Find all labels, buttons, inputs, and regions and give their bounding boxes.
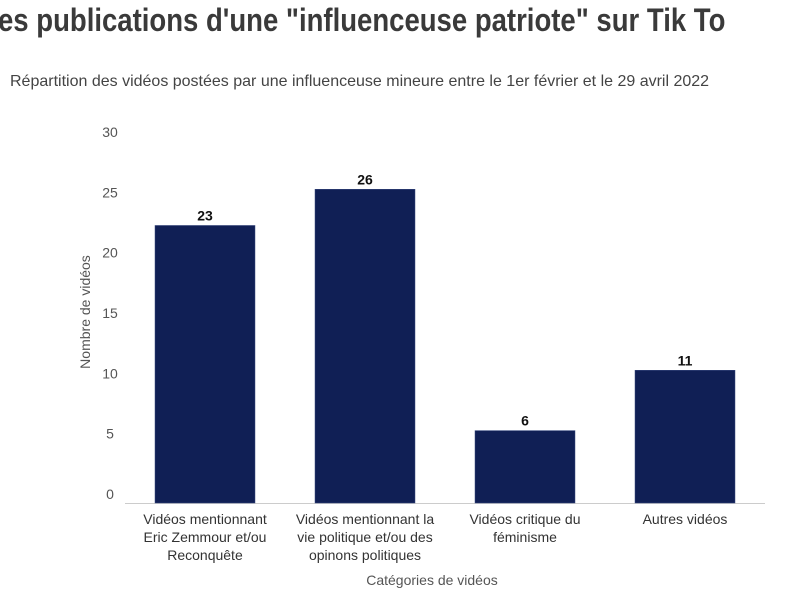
data-label: 23 (197, 207, 213, 223)
y-tick-label: 0 (106, 486, 114, 502)
bar (634, 370, 736, 504)
y-tick-label: 25 (102, 184, 118, 200)
data-label: 11 (678, 352, 693, 368)
x-tick-label: Vidéos mentionnant (143, 511, 267, 527)
chart-subtitle: Répartition des vidéos postées par une i… (10, 73, 710, 90)
y-axis-label: Nombre de vidéos (77, 255, 93, 369)
x-axis-label: Catégories de vidéos (366, 572, 498, 588)
y-tick-label: 20 (102, 245, 118, 261)
x-tick-label: vie politique et/ou des (297, 529, 432, 545)
y-tick-label: 10 (102, 365, 118, 381)
data-label: 26 (357, 171, 373, 187)
bar (314, 189, 416, 504)
x-tick-label: opinons politiques (309, 547, 421, 563)
x-tick-label: Eric Zemmour et/ou (144, 529, 267, 545)
x-tick-label: Vidéos critique du (469, 511, 580, 527)
chart-title: es publications d'une "influenceuse patr… (0, 2, 726, 38)
bar (474, 430, 576, 504)
y-tick-label: 5 (106, 426, 114, 442)
x-tick-label: féminisme (493, 529, 557, 545)
x-tick-label: Vidéos mentionnant la (296, 511, 434, 527)
y-tick-label: 30 (102, 124, 118, 140)
data-label: 6 (521, 413, 529, 429)
bar (154, 225, 256, 504)
y-tick-label: 15 (102, 305, 118, 321)
x-tick-label: Reconquête (167, 547, 243, 563)
x-tick-label: Autres vidéos (643, 511, 728, 527)
